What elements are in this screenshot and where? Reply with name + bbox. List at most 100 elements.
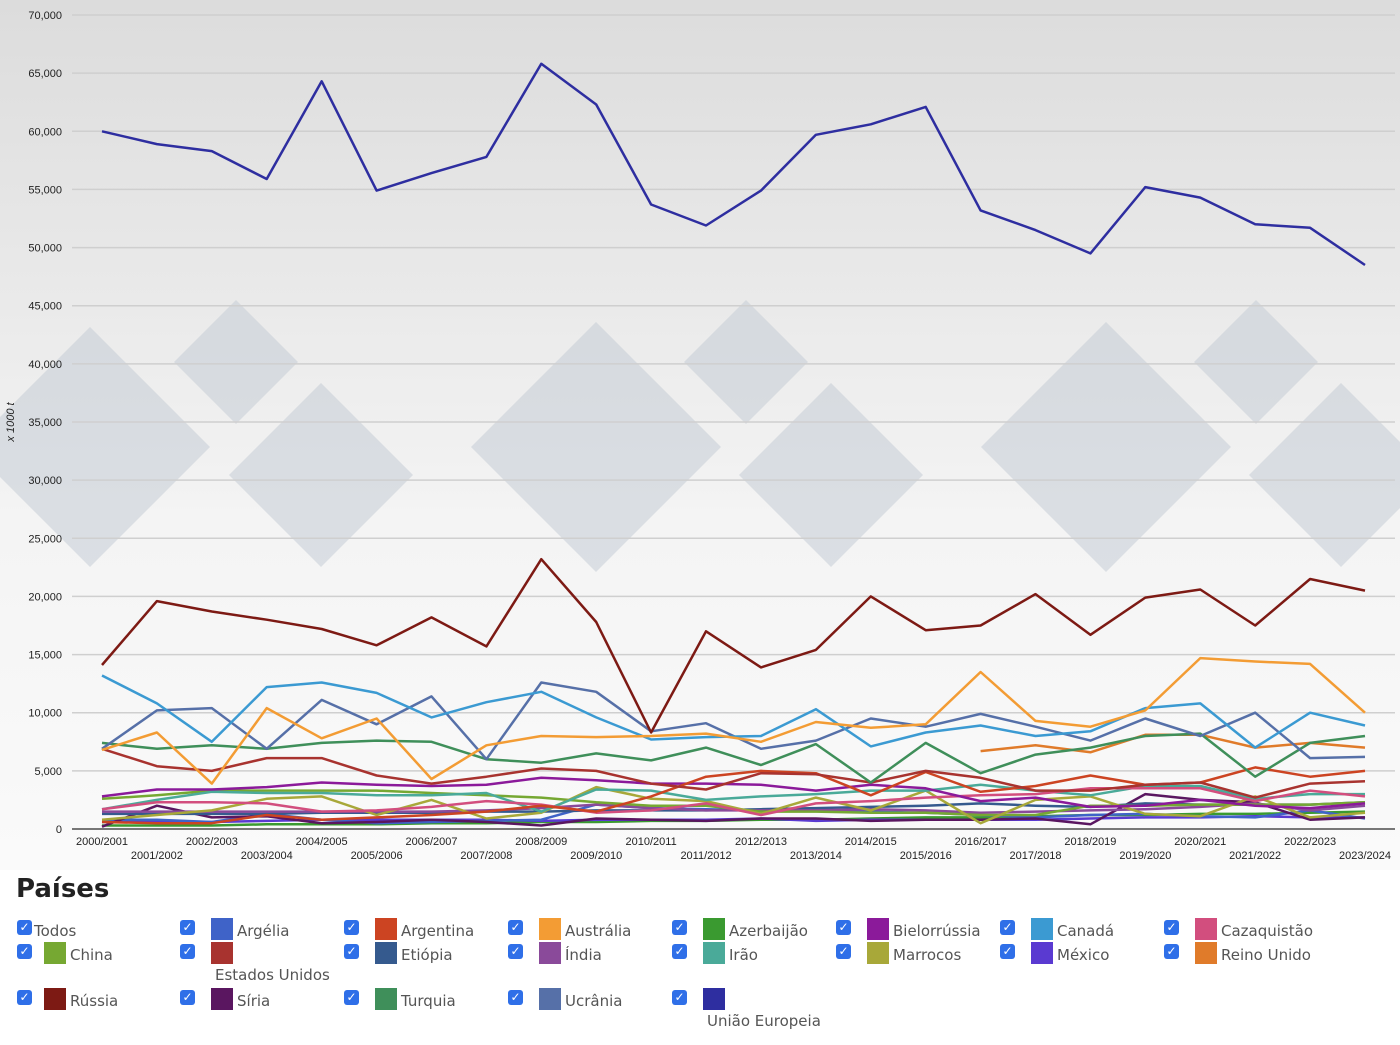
legend-swatch	[867, 918, 889, 940]
legend-swatch	[1031, 918, 1053, 940]
legend-swatch	[703, 918, 725, 940]
x-tick-label: 2012/2013	[735, 836, 787, 848]
watermark-diamond	[229, 383, 413, 567]
y-tick-label: 40,000	[28, 359, 62, 371]
watermark-diamond	[684, 300, 808, 424]
y-tick-label: 45,000	[28, 301, 62, 313]
checkbox-checked-icon[interactable]: ✓	[17, 920, 32, 935]
legend-item[interactable]: ✓ Austrália	[508, 918, 631, 940]
legend-swatch	[1195, 918, 1217, 940]
checkbox-checked-icon[interactable]: ✓	[1164, 944, 1179, 959]
x-tick-label: 2022/2023	[1284, 836, 1336, 848]
checkbox-checked-icon[interactable]: ✓	[180, 944, 195, 959]
legend-item[interactable]: ✓ Etiópia	[344, 942, 453, 964]
x-tick-label: 2021/2022	[1229, 850, 1281, 862]
legend-swatch	[539, 918, 561, 940]
legend-swatch	[211, 942, 233, 964]
legend-swatch	[375, 988, 397, 1010]
checkbox-checked-icon[interactable]: ✓	[1164, 920, 1179, 935]
legend-item[interactable]: ✓ Argentina	[344, 918, 474, 940]
legend-item[interactable]: ✓ Azerbaijão	[672, 918, 808, 940]
series-line-irão	[101, 783, 1365, 813]
legend-swatch	[375, 942, 397, 964]
legend-item[interactable]: ✓ Ucrânia	[508, 988, 622, 1010]
legend-label: Índia	[565, 946, 602, 964]
legend-item[interactable]: ✓ Argélia	[180, 918, 289, 940]
legend-swatch	[44, 988, 66, 1010]
checkbox-checked-icon[interactable]: ✓	[836, 944, 851, 959]
legend-label: Etiópia	[401, 946, 453, 964]
legend-label: China	[70, 946, 113, 964]
line-chart: 0 5,000 10,000 15,000 20,000 25,000 30,000 35,0…	[0, 10, 1400, 862]
legend-item[interactable]: ✓ Canadá	[1000, 918, 1114, 940]
legend-swatch	[703, 942, 725, 964]
x-tick-label: 2016/2017	[955, 836, 1007, 848]
legend-item[interactable]: ✓ Irão	[672, 942, 758, 964]
legend-item[interactable]: ✓ Síria	[180, 988, 270, 1010]
checkbox-checked-icon[interactable]: ✓	[1000, 944, 1015, 959]
checkbox-checked-icon[interactable]: ✓	[672, 944, 687, 959]
legend-item[interactable]: ✓ Bielorrússia	[836, 918, 981, 940]
checkbox-checked-icon[interactable]: ✓	[180, 990, 195, 1005]
legend-item[interactable]: ✓ Reino Unido	[1164, 942, 1311, 964]
y-tick-label: 70,000	[28, 10, 62, 22]
legend-item[interactable]: ✓ China	[17, 942, 113, 964]
checkbox-checked-icon[interactable]: ✓	[672, 990, 687, 1005]
y-tick-label: 15,000	[28, 650, 62, 662]
y-tick-label: 25,000	[28, 533, 62, 545]
checkbox-checked-icon[interactable]: ✓	[1000, 920, 1015, 935]
y-tick-label: 30,000	[28, 475, 62, 487]
x-tick-label: 2020/2021	[1174, 836, 1226, 848]
legend-title: Países	[16, 874, 110, 904]
chart-area: 0 5,000 10,000 15,000 20,000 25,000 30,000 35,0…	[0, 0, 1400, 870]
x-tick-label: 2004/2005	[296, 836, 348, 848]
y-tick-label: 35,000	[28, 417, 62, 429]
y-tick-label: 65,000	[28, 68, 62, 80]
legend-item[interactable]: ✓ Índia	[508, 942, 602, 964]
legend-label: Síria	[237, 992, 271, 1010]
checkbox-checked-icon[interactable]: ✓	[836, 920, 851, 935]
x-tick-label: 2015/2016	[900, 850, 952, 862]
series-line-união-europeia	[101, 62, 1366, 267]
checkbox-checked-icon[interactable]: ✓	[508, 944, 523, 959]
x-tick-label: 2009/2010	[570, 850, 622, 862]
checkbox-checked-icon[interactable]: ✓	[672, 920, 687, 935]
checkbox-checked-icon[interactable]: ✓	[508, 990, 523, 1005]
x-tick-label: 2002/2003	[186, 836, 238, 848]
series-line-bielorrússia	[101, 776, 1366, 810]
checkbox-checked-icon[interactable]: ✓	[180, 920, 195, 935]
legend-label: Canadá	[1057, 922, 1115, 940]
watermark-diamond	[981, 322, 1231, 572]
watermark-diamond	[739, 383, 923, 567]
checkbox-checked-icon[interactable]: ✓	[17, 944, 32, 959]
y-tick-label: 50,000	[28, 243, 62, 255]
legend-item[interactable]: ✓ Rússia	[17, 988, 118, 1010]
legend-item[interactable]: ✓	[672, 988, 729, 1010]
x-tick-label: 2006/2007	[405, 836, 457, 848]
y-tick-label: 10,000	[28, 708, 62, 720]
legend-swatch	[539, 942, 561, 964]
checkbox-checked-icon[interactable]: ✓	[344, 920, 359, 935]
legend-item[interactable]: ✓ Marrocos	[836, 942, 961, 964]
x-tick-label: 2014/2015	[845, 836, 897, 848]
legend-item[interactable]: ✓ México	[1000, 942, 1109, 964]
x-tick-label: 2001/2002	[131, 850, 183, 862]
x-tick-label: 2007/2008	[460, 850, 512, 862]
watermark-diamond	[0, 327, 210, 567]
checkbox-checked-icon[interactable]: ✓	[508, 920, 523, 935]
legend-label: Ucrânia	[565, 992, 623, 1010]
x-tick-label: 2011/2012	[680, 850, 731, 862]
legend-item[interactable]: ✓ Turquia	[344, 988, 456, 1010]
legend-item[interactable]: ✓ Cazaquistão	[1164, 918, 1313, 940]
checkbox-checked-icon[interactable]: ✓	[344, 990, 359, 1005]
checkbox-checked-icon[interactable]: ✓	[344, 944, 359, 959]
legend-item[interactable]: ✓ Todos	[17, 918, 76, 940]
legend-swatch	[539, 988, 561, 1010]
legend-item[interactable]: ✓	[180, 942, 237, 964]
y-tick-label: 55,000	[28, 184, 62, 196]
x-tick-label: 2003/2004	[241, 850, 293, 862]
legend-label: Argélia	[237, 922, 290, 940]
checkbox-checked-icon[interactable]: ✓	[17, 990, 32, 1005]
series-line-síria	[101, 792, 1366, 828]
legend-label: Austrália	[565, 922, 632, 940]
